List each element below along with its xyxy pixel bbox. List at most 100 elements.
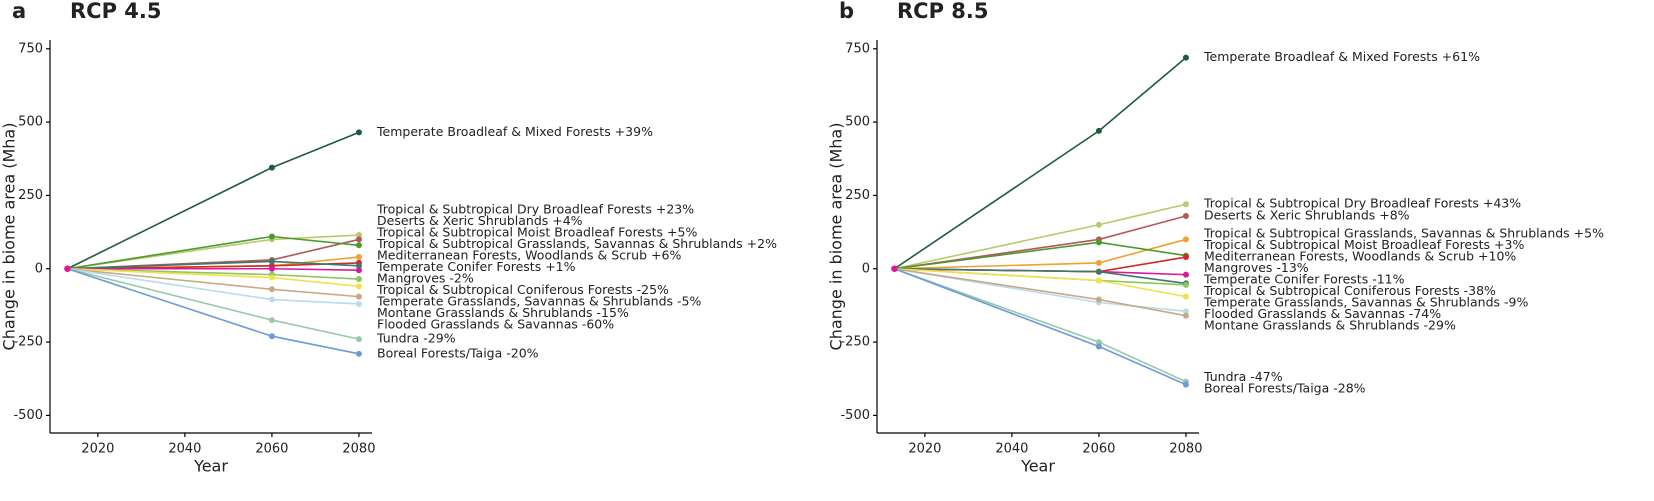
data-point — [1182, 201, 1189, 208]
series-label: Deserts & Xeric Shrublands +4% — [377, 213, 583, 228]
series-label: Tropical & Subtropical Moist Broadleaf F… — [1203, 237, 1524, 252]
series-line — [67, 267, 359, 305]
panel: a RCP 4.5 -500 -250 0 250 500 750 2020 2040 2060 20… — [0, 0, 777, 476]
series-line — [67, 267, 360, 340]
series-label: Tropical & Subtropical Moist Broadleaf F… — [376, 224, 697, 239]
series-label: Boreal Forests/Taiga -20% — [377, 345, 539, 360]
data-point — [1095, 296, 1102, 303]
y-tick-label: -250 — [13, 335, 43, 350]
data-point — [355, 267, 362, 274]
series-line — [894, 215, 1187, 270]
y-axis-label: Change in biome area (Mha) — [827, 123, 846, 351]
series-label: Mediterranean Forests, Woodlands & Scrub… — [377, 247, 681, 262]
data-point — [268, 333, 275, 340]
data-point — [1182, 54, 1189, 61]
data-point — [355, 300, 362, 307]
data-point — [1182, 212, 1189, 219]
series-label: Temperate Broadleaf & Mixed Forests +61% — [1203, 49, 1480, 64]
panel: b RCP 8.5 -500 -250 0 250 500 750 2020 2040 2060 20… — [827, 0, 1605, 476]
data-point — [268, 286, 275, 293]
series-label: Mangroves -13% — [1204, 260, 1309, 275]
y-axis-label: Change in biome area (Mha) — [0, 123, 19, 351]
data-point — [268, 274, 275, 281]
y-tick-label: 250 — [18, 188, 43, 203]
x-axis-label: Year — [1020, 457, 1055, 476]
series-line — [894, 203, 1187, 270]
data-point — [355, 276, 362, 283]
series-label: Temperate Broadleaf & Mixed Forests +39% — [376, 124, 653, 139]
x-axis-label: Year — [193, 457, 228, 476]
x-tick-label: 2020 — [908, 442, 941, 457]
data-point — [355, 254, 362, 261]
data-point — [1095, 339, 1102, 346]
x-tick-label: 2040 — [168, 442, 201, 457]
data-point — [1182, 293, 1189, 300]
data-point — [355, 232, 362, 239]
panel-title: RCP 8.5 — [897, 0, 989, 23]
x-tick-label: 2020 — [81, 442, 114, 457]
data-point — [1095, 268, 1102, 275]
data-point — [1095, 259, 1102, 266]
series-label: Mediterranean Forests, Woodlands & Scrub… — [1204, 248, 1516, 263]
data-point — [268, 296, 275, 303]
y-tick-label: 0 — [35, 261, 43, 276]
data-point — [268, 233, 275, 240]
series-label: Tropical & Subtropical Grasslands, Savan… — [1203, 225, 1604, 240]
data-point — [355, 129, 362, 136]
series-label: Deserts & Xeric Shrublands +8% — [1204, 207, 1410, 222]
data-point — [1095, 343, 1102, 350]
series-label: Tropical & Subtropical Grasslands, Savan… — [376, 236, 777, 251]
series-label: Tropical & Subtropical Coniferous Forest… — [376, 282, 669, 297]
series-label: Tropical & Subtropical Coniferous Forest… — [1203, 283, 1496, 298]
data-point — [1095, 239, 1102, 246]
data-point — [355, 262, 362, 269]
data-point — [355, 236, 362, 243]
panel-label: b — [839, 0, 854, 23]
panel-label: a — [12, 0, 26, 23]
x-tick-label: 2080 — [1169, 442, 1202, 457]
series-label: Temperate Grasslands, Savannas & Shrubla… — [376, 293, 701, 308]
data-point — [268, 265, 275, 272]
data-point — [1095, 127, 1102, 134]
data-point — [1182, 312, 1189, 319]
y-tick-label: 500 — [18, 115, 43, 130]
x-tick-label: 2060 — [255, 442, 288, 457]
data-point — [268, 317, 275, 324]
series-label: Flooded Grasslands & Savannas -60% — [377, 316, 614, 331]
series-label: Temperate Conifer Forests +1% — [376, 259, 576, 274]
y-tick-label: -500 — [13, 408, 43, 423]
y-tick-label: 250 — [845, 188, 870, 203]
data-point — [268, 258, 275, 265]
x-tick-label: 2080 — [342, 442, 375, 457]
data-point — [1095, 277, 1102, 284]
data-point — [355, 283, 362, 290]
data-point — [355, 350, 362, 357]
data-point — [891, 265, 898, 272]
series-label: Montane Grasslands & Shrublands -29% — [1204, 317, 1456, 332]
data-point — [355, 293, 362, 300]
series-line — [894, 268, 1187, 386]
x-tick-label: 2040 — [995, 442, 1028, 457]
series-label: Montane Grasslands & Shrublands -15% — [377, 305, 629, 320]
y-tick-label: 750 — [845, 41, 870, 56]
data-point — [1182, 236, 1189, 243]
data-point — [268, 164, 275, 171]
data-point — [1182, 271, 1189, 278]
series-label: Mangroves -2% — [377, 270, 474, 285]
panel-title: RCP 4.5 — [70, 0, 162, 23]
series-label: Flooded Grasslands & Savannas -74% — [1204, 306, 1441, 321]
series-label: Temperate Grasslands, Savannas & Shrubla… — [1203, 294, 1528, 309]
data-point — [355, 336, 362, 343]
y-tick-label: -500 — [840, 408, 870, 423]
data-point — [1182, 281, 1189, 288]
series-label: Temperate Conifer Forests -11% — [1203, 271, 1405, 286]
data-point — [355, 242, 362, 249]
y-tick-label: -250 — [840, 335, 870, 350]
series-label: Tundra -47% — [1203, 369, 1283, 384]
y-tick-label: 750 — [18, 41, 43, 56]
data-point — [1182, 381, 1189, 388]
series-label: Boreal Forests/Taiga -28% — [1204, 380, 1366, 395]
series-label: Tundra -29% — [376, 331, 456, 346]
series-label: Tropical & Subtropical Dry Broadleaf For… — [376, 201, 694, 216]
